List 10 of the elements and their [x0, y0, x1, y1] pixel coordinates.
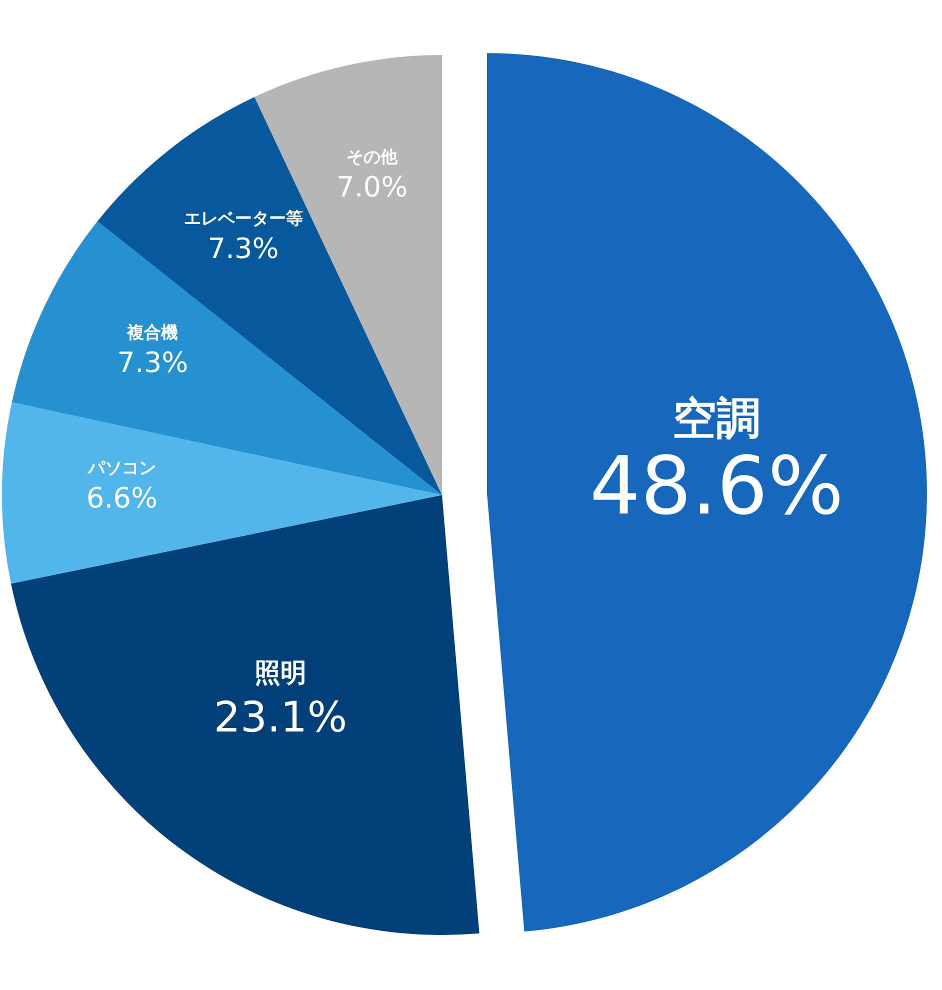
slice-label: 照明 [254, 658, 306, 688]
data-label: 6.6% [86, 481, 158, 514]
slice-label: エレベーター等 [184, 209, 303, 230]
data-label: 7.3% [117, 346, 188, 380]
data-label: 7.0% [336, 170, 408, 204]
data-label: 23.1% [214, 692, 348, 742]
data-label: 7.3% [208, 232, 279, 266]
slice-label: パソコン [87, 458, 156, 478]
slice-label: 複合機 [126, 323, 178, 344]
slice-label: その他 [346, 148, 399, 168]
